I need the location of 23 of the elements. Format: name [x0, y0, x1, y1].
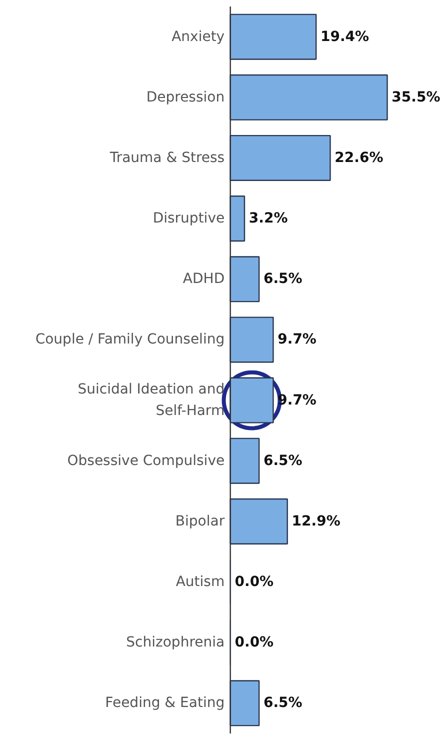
y-tick-label: Schizophrenia	[126, 634, 225, 651]
data-label: 19.4%	[320, 28, 370, 45]
data-label: 6.5%	[263, 271, 302, 288]
y-tick-label: Couple / Family Counseling	[35, 332, 225, 348]
y-tick-label: Anxiety	[172, 28, 225, 45]
data-label: 9.7%	[278, 332, 316, 348]
y-tick-label: Autism	[176, 574, 225, 590]
data-label: 3.2%	[248, 210, 288, 227]
y-tick-label: Disruptive	[152, 210, 225, 227]
data-label: 0.0%	[234, 634, 274, 651]
data-label: 22.6%	[334, 150, 384, 166]
y-tick-label: Feeding & Eating	[105, 695, 225, 712]
y-tick-label: Suicidal Ideation and Self-Harm	[78, 381, 225, 420]
y-tick-label: Bipolar	[175, 513, 225, 530]
data-label: 12.9%	[292, 513, 340, 530]
data-label: 6.5%	[263, 695, 302, 712]
y-tick-label: Trauma & Stress	[108, 150, 225, 166]
y-tick-label: ADHD	[182, 271, 225, 288]
data-label: 6.5%	[263, 452, 302, 469]
data-label: 0.0%	[234, 574, 274, 590]
y-tick-label: Obsessive Compulsive	[67, 452, 225, 469]
data-label: 35.5%	[392, 89, 440, 106]
y-tick-label: Depression	[146, 89, 225, 106]
